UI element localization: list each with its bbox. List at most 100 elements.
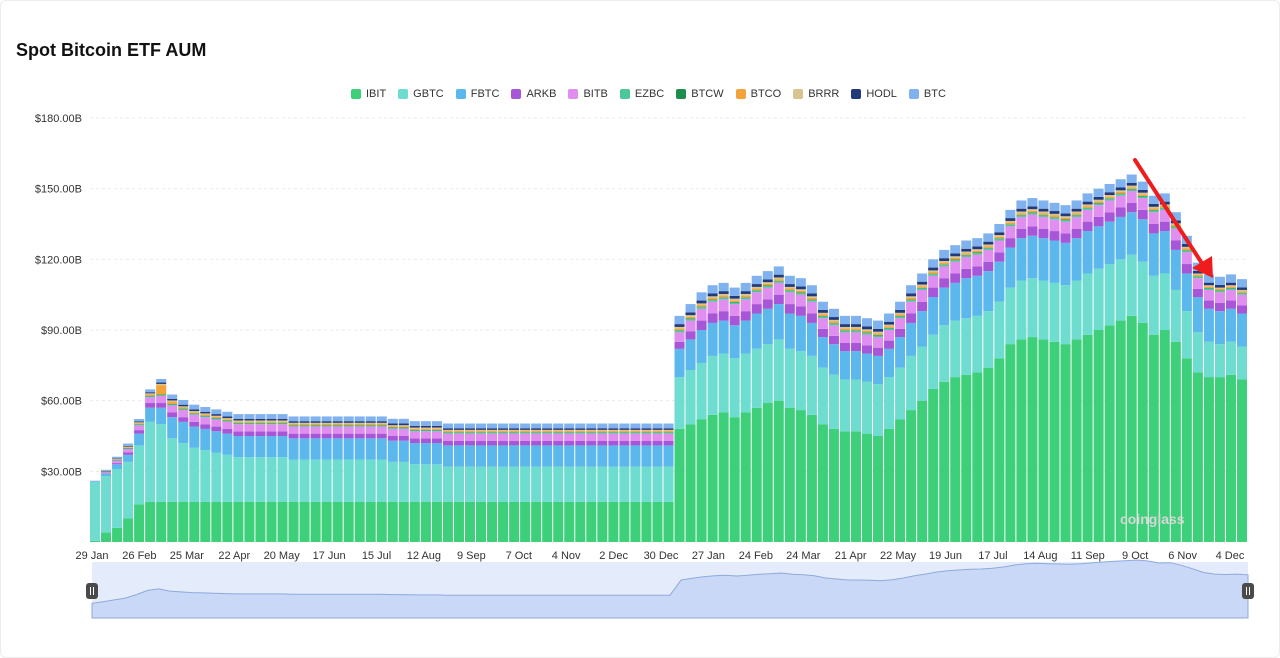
bar-arkb (332, 433, 343, 439)
bar-gbtc (145, 421, 156, 502)
bar-btco (123, 447, 134, 449)
bar-fbtc (310, 438, 321, 460)
bar-gbtc (784, 348, 795, 408)
bar-gbtc (1082, 273, 1093, 335)
bar-ezbc (873, 335, 884, 338)
bar-hodl (343, 421, 354, 423)
bar-bitb (178, 410, 189, 418)
bar-btco (498, 431, 509, 433)
bar-ezbc (1170, 227, 1181, 229)
bar-gbtc (509, 466, 520, 502)
bar-fbtc (387, 440, 398, 462)
bar-btco (862, 330, 873, 333)
bar-btc (1060, 205, 1071, 214)
bar-brrr (343, 422, 354, 424)
bar-gbtc (575, 466, 586, 502)
bar-ezbc (762, 285, 773, 288)
bar-ezbc (178, 408, 189, 411)
bar-fbtc (167, 417, 178, 439)
bar-fbtc (365, 438, 376, 460)
bar-btco (167, 401, 178, 404)
bar-gbtc (531, 466, 542, 502)
bar-bitb (729, 304, 740, 316)
legend-item-ezbc[interactable]: EZBC (619, 88, 664, 100)
bar-btco (387, 426, 398, 428)
bar-brrr (255, 420, 266, 422)
navigator-left-handle[interactable] (86, 583, 98, 599)
bar-brrr (498, 429, 509, 432)
bar-brrr (277, 420, 288, 422)
bar-btc (156, 379, 167, 383)
bar-brrr (189, 411, 200, 413)
bar-ibit (862, 433, 873, 542)
bar-gbtc (828, 374, 839, 429)
bar-btc (1214, 276, 1225, 285)
bar-arkb (806, 313, 817, 323)
bar-btco (575, 431, 586, 433)
bar-gbtc (917, 346, 928, 401)
bar-arkb (310, 433, 321, 439)
bar-btc (233, 414, 244, 419)
bar-arkb (795, 306, 806, 316)
x-tick-label: 19 Jun (929, 550, 962, 562)
bar-btco (431, 428, 442, 430)
bar-hodl (586, 428, 597, 430)
legend-item-brrr[interactable]: BRRR (793, 88, 839, 100)
bar-hodl (1115, 187, 1126, 191)
legend-item-ibit[interactable]: IBIT (351, 88, 386, 100)
bar-hodl (255, 418, 266, 421)
bar-btc (531, 423, 542, 429)
bar-arkb (564, 440, 575, 446)
bar-ezbc (1137, 196, 1148, 199)
bar-btc (332, 416, 343, 422)
bar-btc (387, 418, 398, 424)
bar-fbtc (1181, 273, 1192, 312)
bar-ibit (729, 417, 740, 542)
legend-item-hodl[interactable]: HODL (851, 88, 897, 100)
bar-btco (641, 431, 652, 433)
bar-bitb (299, 426, 310, 434)
legend-item-gbtc[interactable]: GBTC (398, 88, 444, 100)
bar-btco (729, 300, 740, 302)
bar-arkb (740, 311, 751, 321)
bar-ezbc (1049, 217, 1060, 220)
bar-bitb (1225, 289, 1236, 301)
bar-ibit (101, 532, 112, 542)
bar-arkb (233, 431, 244, 436)
bar-ezbc (200, 415, 211, 418)
bar-btco (509, 431, 520, 433)
legend-item-btcw[interactable]: BTCW (676, 88, 724, 100)
bar-fbtc (1236, 313, 1247, 347)
x-tick-label: 17 Jul (978, 550, 1007, 562)
bar-ezbc (784, 290, 795, 293)
bar-gbtc (1027, 278, 1038, 338)
bar-ibit (112, 527, 123, 542)
bar-fbtc (718, 320, 729, 354)
bar-ibit (707, 414, 718, 542)
navigator-right-handle[interactable] (1242, 583, 1254, 599)
bar-btc (828, 308, 839, 318)
legend-item-btco[interactable]: BTCO (735, 88, 781, 100)
bar-fbtc (1115, 216, 1126, 260)
bar-ezbc (420, 430, 431, 432)
legend-item-bitb[interactable]: BITB (568, 88, 608, 100)
bar-ezbc (520, 432, 531, 434)
bar-gbtc (751, 348, 762, 408)
legend-item-arkb[interactable]: ARKB (511, 88, 556, 100)
bar-fbtc (619, 445, 630, 467)
bar-ibit (1049, 341, 1060, 542)
legend-item-btc[interactable]: BTC (908, 88, 946, 100)
bar-ezbc (906, 300, 917, 302)
bar-bitb (895, 318, 906, 329)
bar-arkb (1016, 228, 1027, 239)
legend-item-fbtc[interactable]: FBTC (455, 88, 499, 100)
bar-gbtc (850, 379, 861, 432)
bar-ezbc (994, 238, 1005, 241)
bar-btc (1082, 193, 1093, 202)
bar-btc (1159, 193, 1170, 202)
bar-bitb (1137, 198, 1148, 210)
bar-ezbc (895, 316, 906, 319)
bar-arkb (762, 299, 773, 309)
range-navigator[interactable] (86, 559, 1254, 619)
annotation-arrow (1133, 158, 1213, 278)
